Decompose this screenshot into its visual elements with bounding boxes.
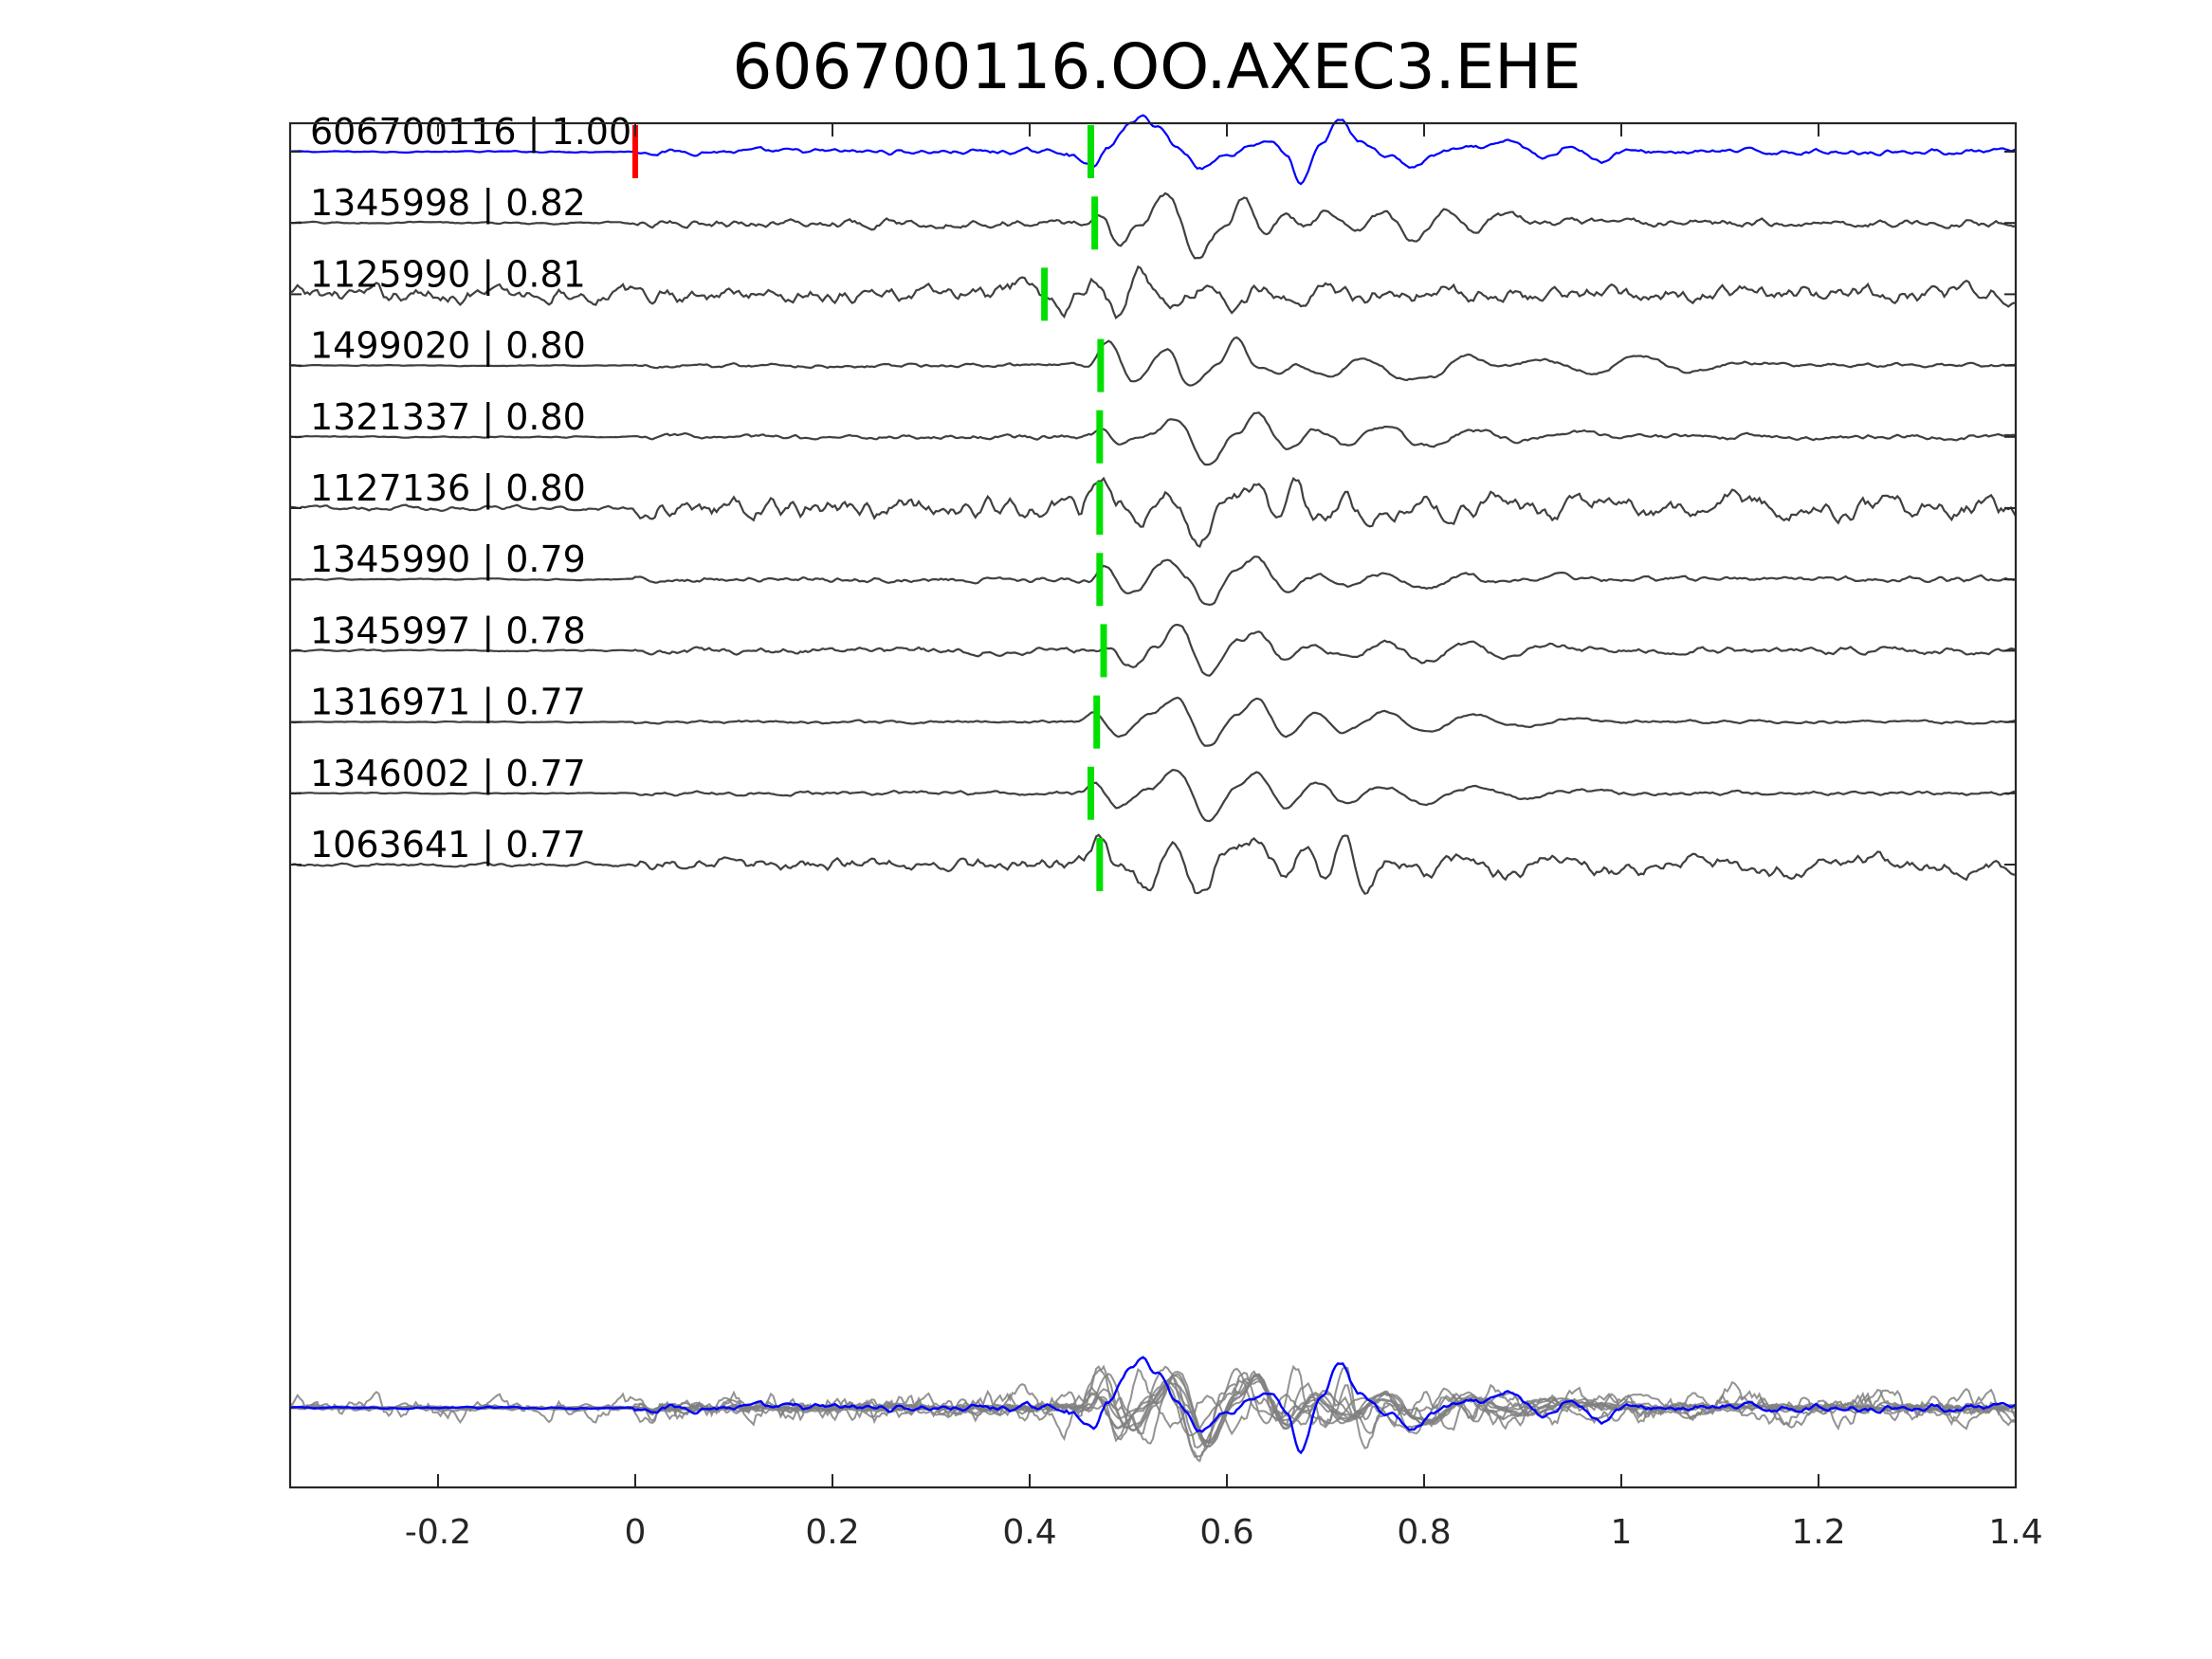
x-tick-label-0: -0.2 bbox=[405, 1513, 471, 1552]
x-tick-label-8: 1.4 bbox=[1988, 1513, 2042, 1552]
stack-trace-5 bbox=[289, 1364, 2017, 1463]
stack-trace-0 bbox=[289, 1356, 2017, 1455]
trace-line-0 bbox=[289, 114, 2017, 186]
trace-label-10: 1063641 | 0.77 bbox=[310, 824, 586, 866]
trace-label-4: 1321337 | 0.80 bbox=[310, 396, 586, 439]
trace-line-9 bbox=[290, 768, 2017, 823]
x-tick-label-5: 0.8 bbox=[1397, 1513, 1451, 1552]
stack-trace-10 bbox=[289, 1365, 2016, 1450]
trace-label-7: 1345997 | 0.78 bbox=[310, 610, 586, 652]
trace-line-5 bbox=[289, 476, 2017, 549]
trace-label-3: 1499020 | 0.80 bbox=[310, 325, 586, 368]
trace-label-5: 1127136 | 0.80 bbox=[310, 467, 586, 510]
trace-line-7 bbox=[289, 623, 2017, 677]
trace-line-10 bbox=[289, 833, 2017, 895]
x-tick-label-7: 1.2 bbox=[1791, 1513, 1845, 1552]
x-axis: -0.2 0 0.2 0.4 0.6 0.8 1 1.2 1.4 bbox=[405, 123, 2043, 1552]
trace-line-2 bbox=[289, 264, 2017, 319]
trace-label-9: 1346002 | 0.77 bbox=[310, 753, 586, 795]
chart-title: 606700116.OO.AXEC3.EHE bbox=[732, 30, 1581, 103]
trace-line-6 bbox=[289, 556, 2017, 607]
trace-label-8: 1316971 | 0.77 bbox=[310, 682, 586, 724]
trace-label-6: 1345990 | 0.79 bbox=[310, 538, 586, 581]
trace-label-1: 1345998 | 0.82 bbox=[310, 182, 586, 225]
axes-frame bbox=[288, 121, 2018, 1489]
x-tick-label-3: 0.4 bbox=[1002, 1513, 1056, 1552]
x-tick-label-6: 1 bbox=[1611, 1513, 1633, 1552]
x-tick-label-4: 0.6 bbox=[1199, 1513, 1253, 1552]
trace-label-0: 606700116 | 1.00 bbox=[310, 111, 631, 154]
trace-line-1 bbox=[289, 191, 2017, 260]
x-tick-label-1: 0 bbox=[625, 1513, 647, 1552]
plot-area: 606700116 | 1.00 1345998 | 0.82 1125990 | … bbox=[289, 111, 2017, 1463]
trace-label-2: 1125990 | 0.81 bbox=[310, 253, 586, 296]
x-tick-label-2: 0.2 bbox=[805, 1513, 859, 1552]
trace-line-3 bbox=[289, 336, 2017, 387]
trace-line-8 bbox=[289, 696, 2017, 747]
trace-line-4 bbox=[289, 411, 2017, 466]
